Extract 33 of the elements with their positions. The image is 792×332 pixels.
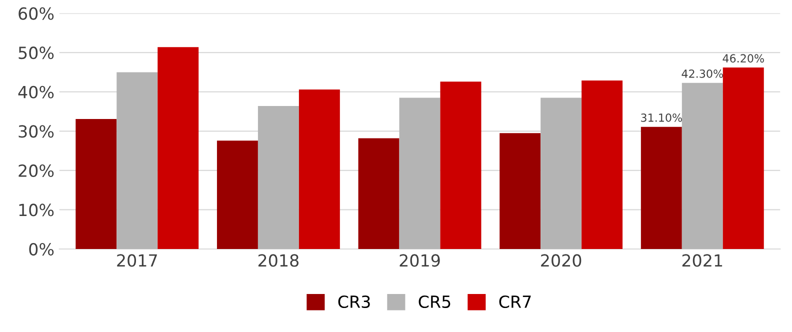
bar [358,138,400,249]
data-label: 31.10% [641,113,682,122]
x-tick-label: 2018 [258,254,299,267]
bar [158,47,199,249]
bar [540,98,582,249]
bar [216,140,258,249]
bar [722,67,764,249]
bar [640,126,682,249]
y-tick-label: 40% [18,86,54,98]
bar [682,82,723,249]
y-tick-label: 10% [19,204,54,216]
data-label: 46.20% [722,54,764,63]
data-label: 42.30% [682,69,723,78]
bar [440,82,482,249]
legend-label: CR7 [499,295,531,308]
y-tick-label: 50% [18,46,54,60]
bar [116,72,158,249]
x-tick-label: 2017 [117,254,157,267]
bar [76,118,117,249]
y-tick-label: 60% [18,7,54,20]
x-tick-label: 2019 [400,254,440,267]
x-tick-label: 2020 [541,254,582,267]
legend-label: CR3 [338,295,370,308]
bar [582,80,623,249]
bar [500,133,541,249]
legend-label: CR5 [418,295,450,308]
bar [298,89,340,249]
y-tick-label: 0% [29,242,54,256]
bar [258,106,299,249]
y-tick-label: 30% [18,125,54,138]
x-tick-label: 2021 [682,254,722,267]
bar [399,98,440,249]
y-tick-label: 20% [18,164,54,177]
